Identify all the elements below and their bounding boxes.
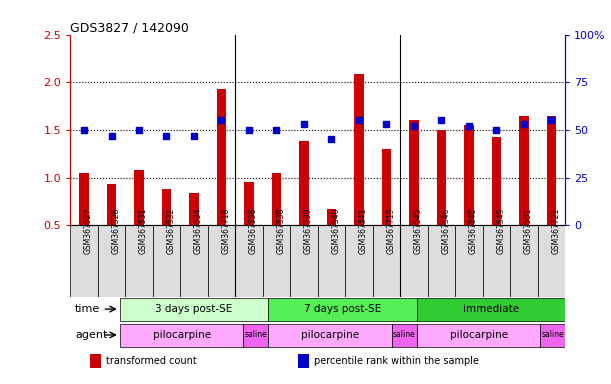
Bar	[90, 354, 101, 368]
Bar	[217, 89, 226, 225]
Text: GSM367528: GSM367528	[112, 208, 120, 254]
Bar	[318, 225, 345, 297]
Text: GSM367721: GSM367721	[552, 208, 560, 254]
Text: GSM367548: GSM367548	[469, 208, 478, 254]
Bar	[409, 120, 419, 225]
Text: GSM367539: GSM367539	[304, 208, 313, 254]
Text: saline: saline	[244, 331, 267, 339]
Bar	[120, 324, 244, 347]
Bar	[268, 324, 392, 347]
Text: pilocarpine: pilocarpine	[450, 330, 508, 340]
Text: GSM367527: GSM367527	[84, 208, 93, 254]
Bar	[464, 125, 474, 225]
Bar	[79, 173, 89, 225]
Bar	[519, 116, 529, 225]
Point	[327, 136, 337, 142]
Text: GDS3827 / 142090: GDS3827 / 142090	[70, 22, 189, 35]
Point	[244, 127, 254, 133]
Text: GSM367546: GSM367546	[442, 208, 450, 254]
Bar	[345, 225, 373, 297]
Point	[492, 127, 502, 133]
Bar	[455, 225, 483, 297]
Bar	[541, 324, 565, 347]
Bar	[327, 209, 336, 225]
Text: saline: saline	[541, 331, 564, 339]
Bar	[70, 225, 98, 297]
Bar	[492, 137, 501, 225]
Point	[189, 132, 199, 139]
Text: GSM367534: GSM367534	[194, 208, 203, 254]
Point	[464, 123, 474, 129]
Bar	[153, 225, 180, 297]
Bar	[428, 225, 455, 297]
Bar	[208, 225, 235, 297]
Point	[217, 117, 227, 123]
Text: pilocarpine: pilocarpine	[301, 330, 359, 340]
Text: GSM367541: GSM367541	[359, 208, 368, 254]
Bar	[125, 225, 153, 297]
Text: immediate: immediate	[463, 304, 519, 314]
Point	[161, 132, 171, 139]
Text: 7 days post-SE: 7 days post-SE	[304, 304, 381, 314]
Text: GSM367719: GSM367719	[387, 208, 395, 254]
Bar	[235, 225, 263, 297]
Text: GSM367545: GSM367545	[414, 208, 423, 254]
Bar	[180, 225, 208, 297]
Bar	[244, 182, 254, 225]
Bar	[437, 130, 446, 225]
Point	[437, 117, 447, 123]
Bar	[400, 225, 428, 297]
Point	[272, 127, 282, 133]
Text: GSM367540: GSM367540	[332, 208, 340, 254]
Bar	[244, 324, 268, 347]
Bar	[547, 116, 556, 225]
Point	[409, 123, 419, 129]
Text: transformed count: transformed count	[106, 356, 197, 366]
Point	[299, 121, 309, 127]
Point	[107, 132, 117, 139]
Bar	[272, 173, 281, 225]
Text: GSM367538: GSM367538	[277, 208, 285, 254]
Bar	[382, 149, 391, 225]
Text: GSM367531: GSM367531	[139, 208, 148, 254]
Bar	[483, 225, 510, 297]
Text: GSM367549: GSM367549	[497, 208, 505, 254]
Bar	[98, 225, 125, 297]
Point	[134, 127, 144, 133]
Text: pilocarpine: pilocarpine	[153, 330, 211, 340]
Bar	[538, 225, 565, 297]
Bar	[299, 141, 309, 225]
Text: GSM367532: GSM367532	[166, 208, 175, 254]
Text: percentile rank within the sample: percentile rank within the sample	[314, 356, 479, 366]
Bar	[268, 298, 417, 321]
Text: GSM367536: GSM367536	[249, 208, 258, 254]
Bar	[417, 324, 541, 347]
Bar	[263, 225, 290, 297]
Bar	[290, 225, 318, 297]
Text: 3 days post-SE: 3 days post-SE	[155, 304, 233, 314]
Point	[547, 117, 557, 123]
Point	[381, 121, 392, 127]
Bar	[354, 74, 364, 225]
Bar	[392, 324, 417, 347]
Bar	[189, 193, 199, 225]
Bar	[107, 184, 116, 225]
Bar	[298, 354, 309, 368]
Text: GSM367718: GSM367718	[222, 208, 230, 254]
Text: GSM367551: GSM367551	[524, 208, 533, 254]
Bar	[373, 225, 400, 297]
Bar	[417, 298, 565, 321]
Bar	[162, 189, 171, 225]
Point	[519, 121, 529, 127]
Bar	[120, 298, 268, 321]
Text: time: time	[75, 304, 100, 314]
Text: saline: saline	[393, 331, 415, 339]
Bar	[134, 170, 144, 225]
Text: agent: agent	[75, 330, 108, 340]
Point	[79, 127, 89, 133]
Bar	[510, 225, 538, 297]
Point	[354, 117, 364, 123]
